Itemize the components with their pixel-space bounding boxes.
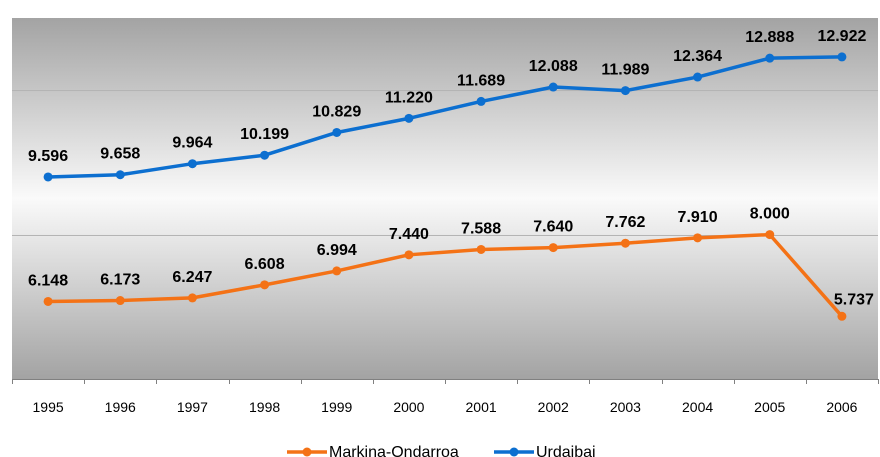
x-tick-label: 2003 (610, 399, 641, 415)
data-label: 6.608 (245, 256, 285, 273)
legend: Markina-Ondarroa Urdaibai (287, 444, 596, 457)
data-point (260, 150, 270, 160)
legend-marker (509, 447, 519, 457)
data-point (693, 233, 703, 243)
data-label: 11.989 (601, 62, 649, 79)
data-label: 7.440 (389, 226, 429, 243)
x-tick-label: 2000 (393, 399, 424, 415)
data-point (43, 296, 53, 306)
data-point (476, 244, 486, 254)
data-point (187, 293, 197, 303)
x-tick-label: 1999 (321, 399, 352, 415)
data-point (620, 238, 630, 248)
x-tick-label: 2006 (826, 399, 857, 415)
data-point (115, 170, 125, 180)
x-tick-label: 2005 (754, 399, 785, 415)
legend-marker (302, 447, 312, 457)
series-line (48, 232, 844, 318)
data-point (620, 86, 630, 96)
x-tick-label: 1996 (105, 399, 136, 415)
data-label: 12.364 (673, 48, 722, 65)
data-label: 6.994 (317, 242, 357, 259)
data-label: 11.689 (457, 72, 505, 89)
data-point (693, 72, 703, 82)
data-label: 9.964 (172, 135, 212, 152)
data-label: 7.762 (605, 214, 645, 231)
data-point (404, 250, 414, 260)
data-point (332, 127, 342, 137)
x-tick-label: 1997 (177, 399, 208, 415)
data-point (260, 280, 270, 290)
plot-area (12, 18, 878, 379)
data-label: 7.588 (461, 220, 501, 237)
x-tick-label: 2002 (538, 399, 569, 415)
data-label: 6.148 (28, 272, 68, 289)
data-label: 5.737 (834, 291, 874, 308)
data-point (43, 172, 53, 182)
data-point (765, 230, 775, 240)
x-tick-label: 1998 (249, 399, 280, 415)
data-point (187, 159, 197, 169)
data-point (837, 52, 847, 62)
legend-label: Urdaibai (536, 444, 596, 457)
legend-label: Markina-Ondarroa (329, 444, 459, 457)
x-tick-label: 2001 (466, 399, 497, 415)
data-labels: 6.148 6.173 6.247 6.608 6.994 7.440 7.588 7.640… (28, 28, 874, 308)
x-axis: 1995 1996 1997 1998 1999 2000 2001 2002 2003 2004… (12, 379, 879, 415)
data-label: 7.910 (678, 209, 718, 226)
series-line (48, 55, 842, 179)
data-label: 6.247 (172, 269, 212, 286)
data-label: 8.000 (750, 206, 790, 223)
data-label: 7.640 (533, 219, 573, 236)
data-label: 6.173 (100, 272, 140, 289)
data-label: 11.220 (385, 89, 433, 106)
data-label: 10.199 (240, 126, 289, 143)
data-point (476, 96, 486, 106)
data-label: 10.829 (312, 103, 361, 120)
data-point (115, 296, 125, 306)
x-tick-label: 2004 (682, 399, 713, 415)
data-point (548, 82, 558, 92)
data-label: 9.658 (100, 146, 140, 163)
x-tick-label: 1995 (33, 399, 64, 415)
data-label: 9.596 (28, 148, 68, 165)
data-point (837, 311, 847, 321)
data-label: 12.888 (745, 29, 794, 46)
data-label: 12.922 (817, 28, 866, 45)
data-point (332, 266, 342, 276)
data-point (548, 243, 558, 253)
data-point (404, 113, 414, 123)
data-label: 12.088 (529, 58, 578, 75)
series (43, 52, 847, 321)
data-point (765, 53, 775, 63)
